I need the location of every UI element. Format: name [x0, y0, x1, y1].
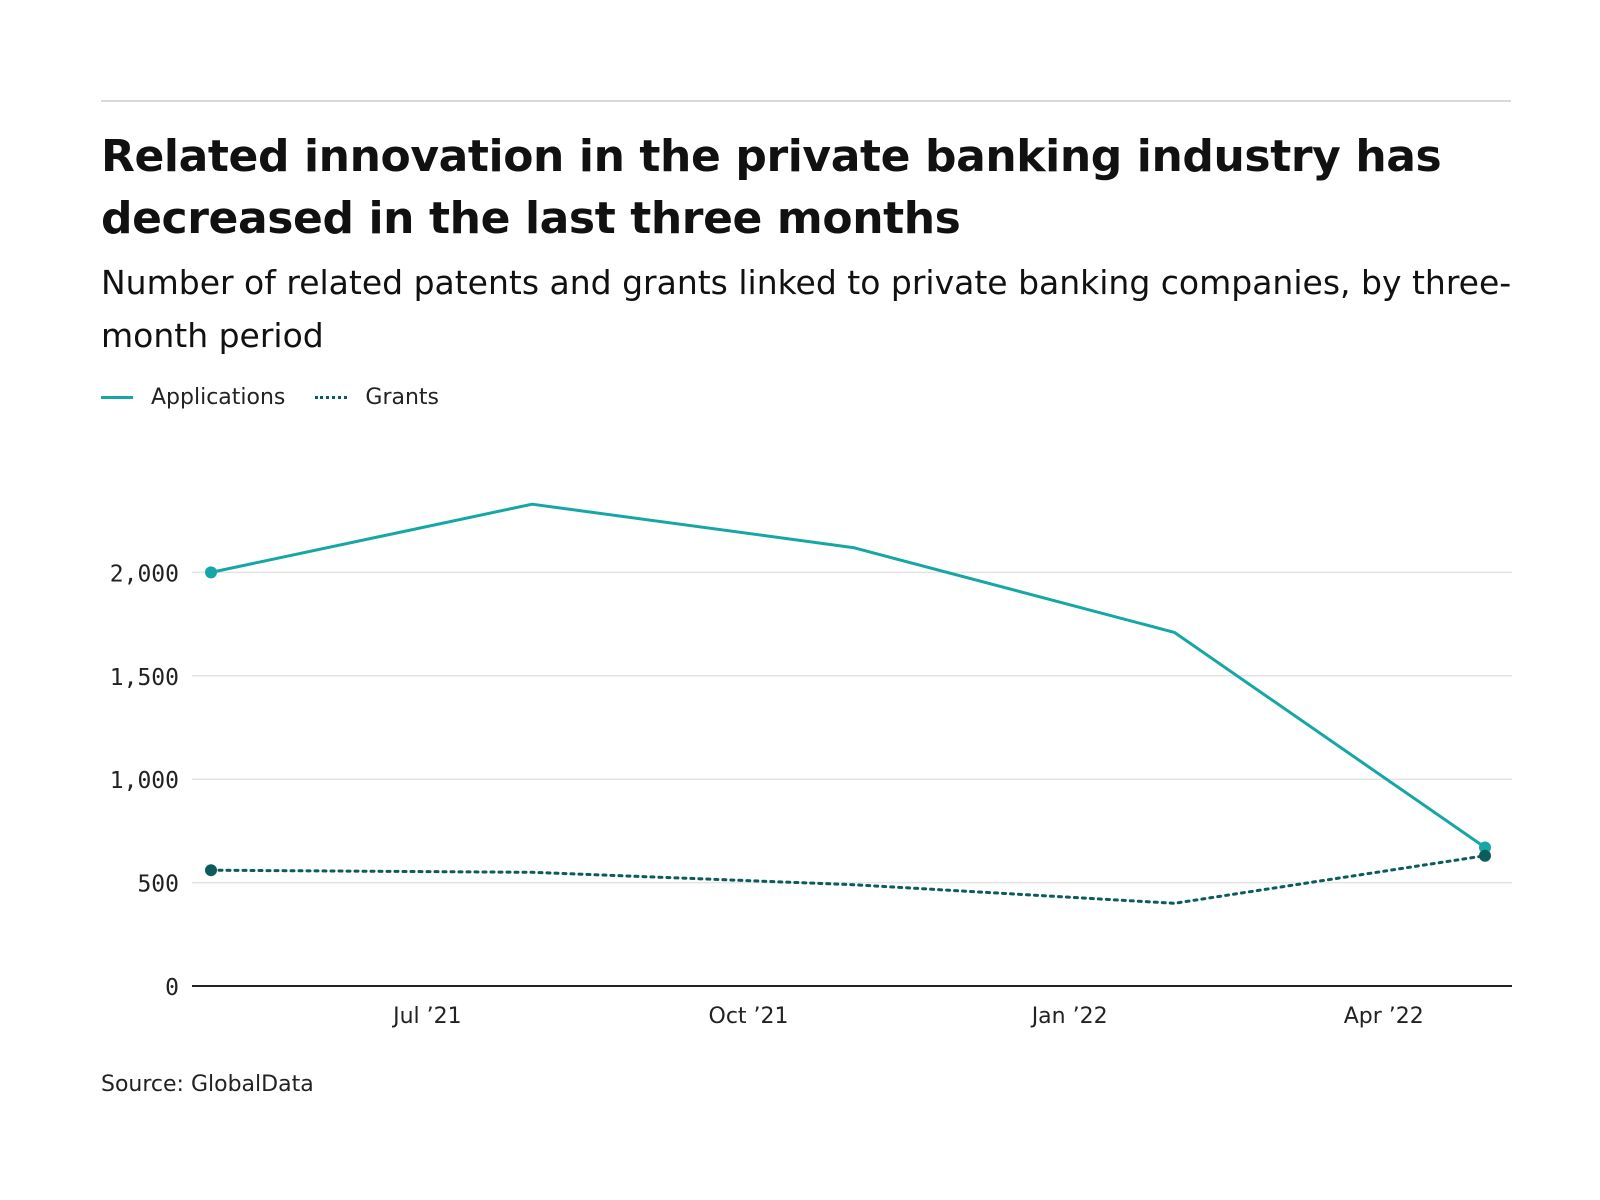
top-divider: [101, 100, 1511, 102]
y-tick-label: 500: [137, 872, 179, 898]
legend: Applications Grants: [101, 380, 469, 414]
x-tick-label: Apr ’22: [1344, 1004, 1424, 1029]
legend-label-applications: Applications: [151, 384, 286, 410]
legend-item-applications: Applications: [101, 385, 285, 410]
source-note: Source: GlobalData: [101, 1072, 314, 1097]
series-point-grants: [1479, 849, 1491, 862]
x-tick-label: Jul ’21: [391, 1004, 462, 1029]
legend-item-grants: Grants: [315, 385, 439, 410]
legend-label-grants: Grants: [365, 384, 439, 410]
series-point-applications: [205, 566, 217, 579]
y-tick-label: 1,500: [110, 665, 179, 691]
legend-swatch-grants: [315, 395, 348, 399]
series-line-applications: [210, 502, 1486, 849]
chart-subtitle: Number of related patents and grants lin…: [101, 263, 1512, 355]
series-point-applications: [1479, 841, 1491, 854]
legend-swatch-applications: [101, 395, 133, 399]
chart-title: Related innovation in the private bankin…: [101, 131, 1442, 244]
series-line-grants: [209, 854, 1487, 905]
x-tick-label: Oct ’21: [709, 1004, 789, 1029]
series-point-grants: [205, 864, 217, 877]
x-tick-label: Jan ’22: [1030, 1004, 1108, 1029]
y-tick-label: 1,000: [110, 768, 179, 794]
y-tick-label: 2,000: [110, 561, 179, 587]
y-tick-label: 0: [165, 975, 179, 1001]
